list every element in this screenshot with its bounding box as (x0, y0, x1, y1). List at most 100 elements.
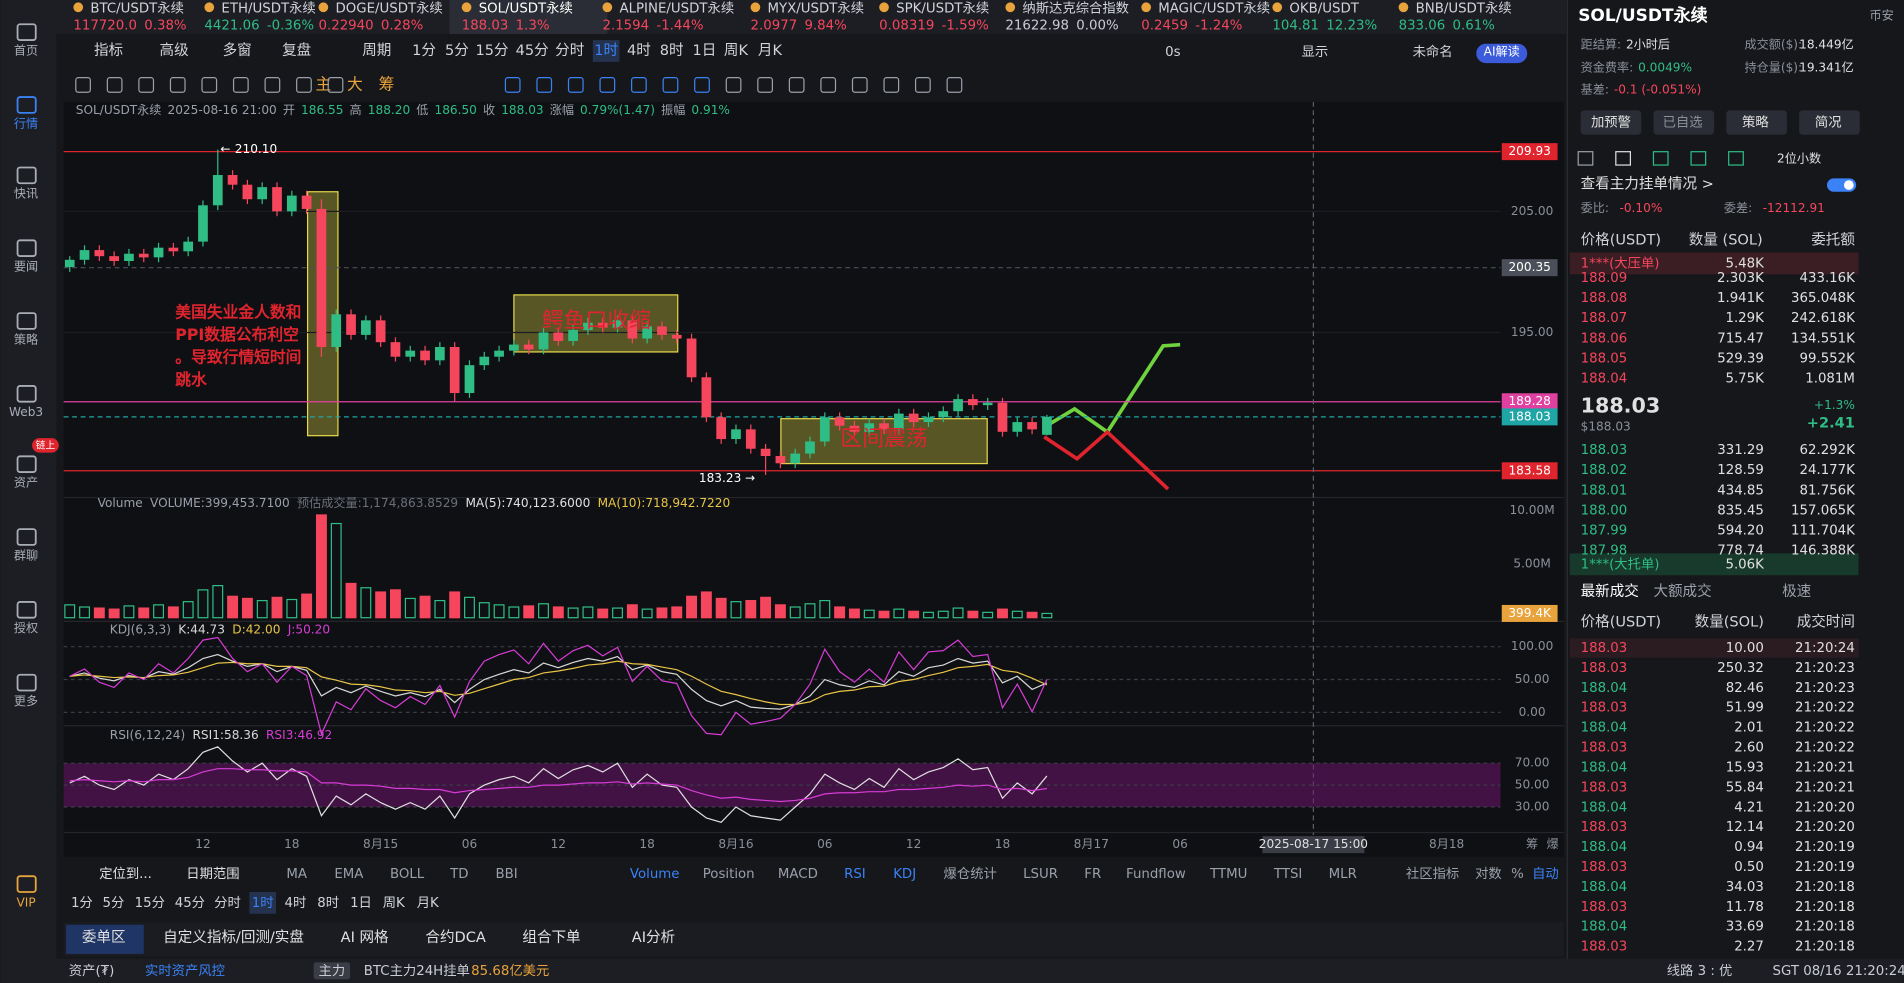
draw-tool[interactable]: 筹 (379, 74, 395, 93)
tab-name[interactable]: MAGIC/USDT永续 (1158, 0, 1270, 16)
toolbar-item[interactable]: 高级 (160, 42, 190, 59)
indicator-tab[interactable]: FR (1084, 867, 1101, 882)
period[interactable]: 1分 (71, 895, 93, 911)
toolbar-item[interactable]: AI解读 (1484, 45, 1520, 59)
period[interactable]: 分时 (555, 42, 584, 59)
period[interactable]: 4时 (285, 895, 307, 911)
volume-bar (493, 604, 505, 619)
tab-name[interactable]: ALPINE/USDT永续 (619, 0, 734, 16)
sidebar-item[interactable]: 群聊 (14, 548, 38, 562)
period[interactable]: 月K (417, 896, 440, 911)
toolbar-item[interactable]: 未命名 (1413, 43, 1453, 60)
tab-name[interactable]: SPK/USDT永续 (896, 0, 989, 16)
sidebar-item[interactable]: 要闻 (14, 259, 38, 273)
sidebar-item[interactable]: 策略 (14, 331, 38, 346)
bottom-item[interactable]: 自动 (1532, 866, 1559, 882)
period[interactable]: 8时 (660, 42, 684, 59)
indicator-tab[interactable]: MACD (778, 867, 818, 882)
period[interactable]: 4时 (627, 42, 651, 59)
trade-price: 188.03 (1581, 741, 1628, 756)
bottom-tab[interactable]: 组合下单 (522, 929, 580, 946)
indicator-tab[interactable]: 爆仓统计 (944, 866, 997, 882)
sidebar-item[interactable]: 快讯 (14, 187, 38, 201)
sidebar-item[interactable]: 首页 (14, 43, 38, 57)
toolbar-item[interactable]: 显示 (1302, 45, 1329, 60)
period[interactable]: 45分 (175, 895, 205, 911)
trade-tab[interactable]: 极速 (1782, 583, 1811, 600)
bottom-item[interactable]: TD (449, 867, 468, 882)
tab-name[interactable]: 纳斯达克综合指数 (1022, 0, 1129, 16)
candle-body (879, 423, 889, 430)
period[interactable]: 周K (724, 42, 749, 59)
sidebar-item[interactable]: 行情 (14, 116, 38, 130)
trade-header: 价格(USDT) (1581, 614, 1661, 631)
period[interactable]: 1时 (594, 42, 618, 59)
period[interactable]: 15分 (135, 895, 165, 911)
period[interactable]: 5分 (103, 895, 125, 911)
bottom-item[interactable]: 日期范围 (186, 866, 239, 882)
sidebar-item[interactable]: VIP (16, 895, 35, 909)
indicator-tab[interactable]: MLR (1329, 867, 1357, 882)
draw-tool[interactable]: 主 (315, 74, 331, 93)
bottom-item[interactable]: % (1511, 867, 1524, 882)
tab-name[interactable]: SOL/USDT永续 (479, 0, 573, 16)
bottom-item[interactable]: MA (286, 867, 307, 882)
tab-name[interactable]: OKB/USDT (1289, 1, 1359, 16)
candle-body (819, 417, 830, 442)
period[interactable]: 8时 (317, 895, 339, 911)
period[interactable]: 5分 (445, 42, 469, 59)
toolbar-item[interactable]: 多窗 (223, 41, 252, 59)
toolbar-item[interactable]: 0s (1165, 45, 1180, 60)
tab-name[interactable]: BNB/USDT永续 (1416, 0, 1512, 16)
bottom-item[interactable]: 对数 (1475, 866, 1502, 882)
decimals[interactable]: 2位小数 (1777, 150, 1821, 165)
sidebar-item[interactable]: 资产 (14, 476, 38, 490)
depth-link[interactable]: 查看主力挂单情况 > (1581, 175, 1714, 192)
indicator-tab[interactable]: TTSI (1273, 867, 1302, 882)
sidebar-item[interactable]: 授权 (14, 621, 38, 635)
indicator-tab[interactable]: Fundflow (1126, 867, 1186, 882)
period[interactable]: 1分 (412, 42, 436, 59)
indicator-tab[interactable]: TTMU (1209, 867, 1247, 882)
toolbar-item[interactable]: 复盘 (282, 41, 311, 59)
panel-button[interactable]: 简况 (1815, 114, 1842, 131)
indicator-tab[interactable]: RSI (844, 867, 866, 882)
sidebar-item[interactable]: Web3 (9, 405, 43, 419)
sidebar-item[interactable]: 更多 (14, 694, 38, 708)
trade-tab[interactable]: 最新成交 (1581, 582, 1639, 600)
panel-button[interactable]: 策略 (1742, 114, 1769, 131)
bottom-item[interactable]: BOLL (390, 867, 425, 882)
bottom-item[interactable]: EMA (334, 867, 363, 882)
tab-name[interactable]: BTC/USDT永续 (90, 0, 184, 16)
tab-name[interactable]: MYX/USDT永续 (768, 0, 865, 16)
bottom-tab[interactable]: 自定义指标/回测/实盘 (163, 928, 304, 946)
tab-name[interactable]: DOGE/USDT永续 (336, 0, 443, 16)
period[interactable]: 分时 (214, 895, 241, 911)
trade-tab[interactable]: 大额成交 (1653, 582, 1711, 600)
period[interactable]: 1日 (350, 896, 372, 911)
bottom-tab[interactable]: AI 网格 (341, 929, 389, 946)
bottom-tab[interactable]: 委单区 (82, 929, 126, 946)
tool-icon (851, 77, 868, 93)
panel-button[interactable]: 已自选 (1663, 115, 1703, 131)
bottom-item[interactable]: 社区指标 (1406, 866, 1459, 882)
period[interactable]: 15分 (476, 42, 509, 59)
period[interactable]: 周K (383, 896, 406, 911)
period[interactable]: 1时 (252, 895, 274, 911)
indicator-tab[interactable]: KDJ (893, 867, 916, 882)
bottom-tab[interactable]: 合约DCA (425, 929, 485, 946)
bottom-tab[interactable]: AI分析 (632, 929, 675, 946)
bottom-item[interactable]: BBI (496, 867, 518, 882)
panel-button[interactable]: 加预警 (1591, 115, 1631, 131)
bottom-item[interactable]: 定位到... (99, 866, 152, 882)
toolbar-item[interactable]: 指标 (94, 42, 123, 59)
period[interactable]: 45分 (516, 42, 549, 59)
indicator-tab[interactable]: LSUR (1023, 867, 1058, 882)
period[interactable]: 月K (758, 42, 783, 59)
indicator-tab[interactable]: Position (703, 867, 755, 882)
tab-name[interactable]: ETH/USDT永续 (221, 0, 315, 16)
indicator-tab[interactable]: Volume (630, 867, 680, 882)
draw-tool[interactable]: 大 (347, 74, 363, 93)
toolbar-item[interactable]: 周期 (362, 42, 391, 59)
period[interactable]: 1日 (693, 42, 717, 59)
